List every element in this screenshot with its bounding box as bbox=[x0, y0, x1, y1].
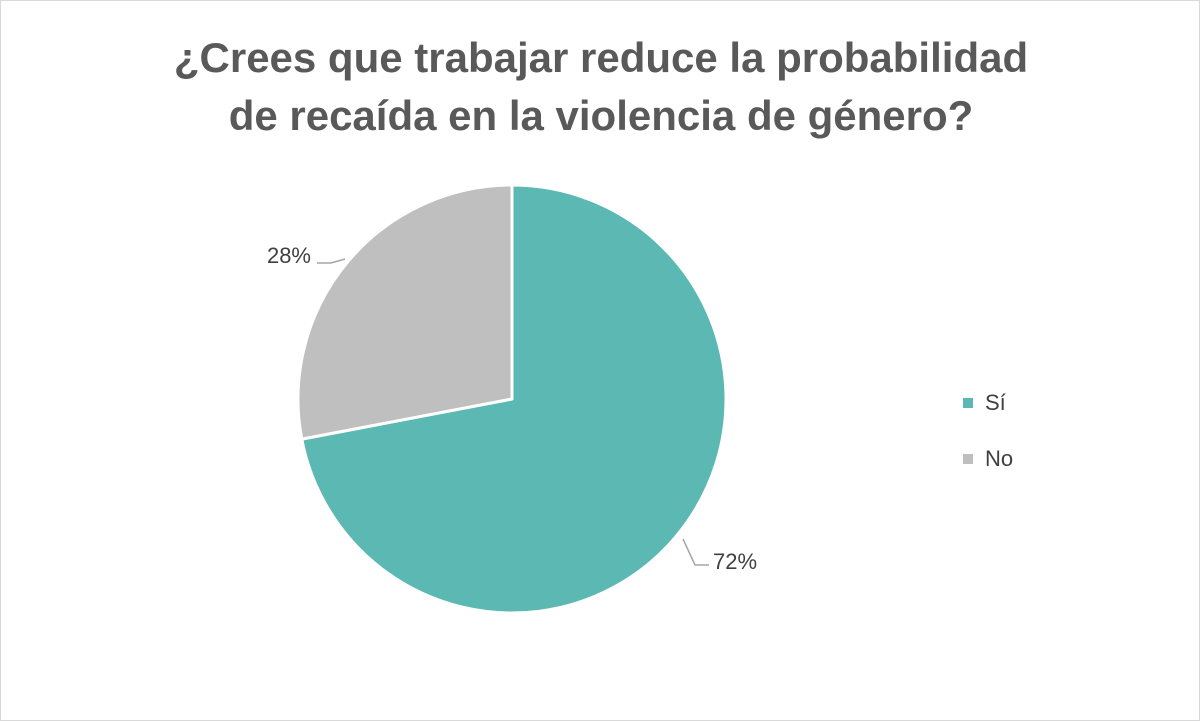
chart-title: ¿Crees que trabajar reduce la probabilid… bbox=[101, 29, 1101, 145]
leader-line-no bbox=[317, 258, 346, 264]
legend-swatch-si bbox=[963, 398, 973, 408]
legend: Sí No bbox=[963, 385, 1013, 497]
legend-label-no: No bbox=[985, 446, 1014, 471]
data-label-no: 28% bbox=[267, 243, 311, 268]
legend-item-si: Sí bbox=[963, 385, 1013, 421]
leader-line-si bbox=[682, 538, 709, 566]
legend-label-si: Sí bbox=[985, 390, 1006, 415]
data-label-si: 72% bbox=[713, 549, 757, 574]
chart-title-line-2: de recaída en la violencia de género? bbox=[228, 92, 974, 139]
leader-lines bbox=[317, 258, 709, 566]
chart-title-line-1: ¿Crees que trabajar reduce la probabilid… bbox=[173, 34, 1029, 81]
pie-slice-no bbox=[296, 183, 514, 441]
pie-slices bbox=[296, 183, 728, 615]
data-labels: 72% 28% bbox=[267, 243, 757, 574]
pie-slice-si bbox=[300, 183, 728, 615]
legend-swatch-no bbox=[963, 454, 973, 464]
legend-item-no: No bbox=[963, 441, 1013, 477]
